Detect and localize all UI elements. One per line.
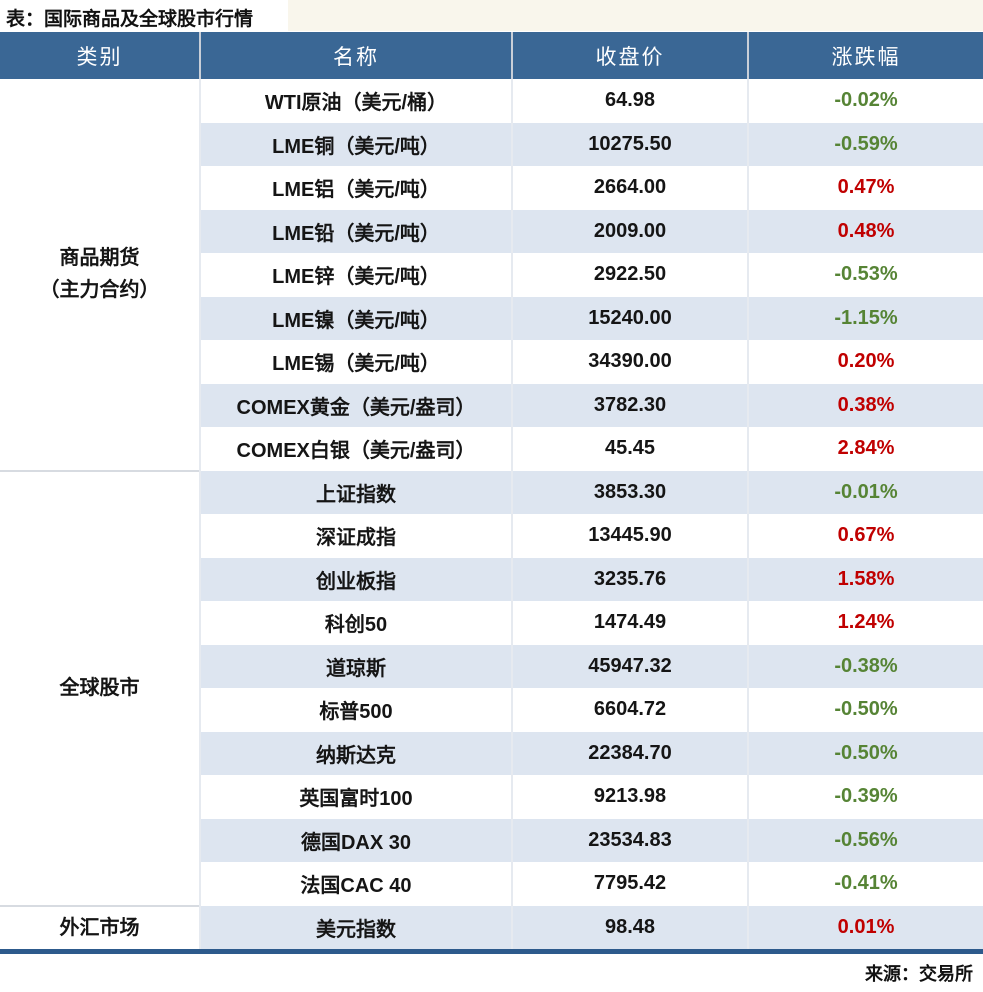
market-table: 类别 名称 收盘价 涨跌幅 商品期货 （主力合约） WTI原油（美元/桶） 64.98… [0, 32, 983, 949]
change-percent-cell: 0.47% [747, 166, 983, 210]
table-body: 商品期货 （主力合约） WTI原油（美元/桶） 64.98 -0.02% LME铜（美元/… [0, 79, 983, 949]
name-cell: LME锡（美元/吨） [199, 340, 512, 384]
change-percent-cell: -0.39% [747, 775, 983, 819]
category-cell: 外汇市场 [0, 904, 200, 949]
change-percent-cell: -0.56% [747, 818, 983, 862]
change-percent-cell: -0.41% [747, 862, 983, 906]
close-price-cell: 3853.30 [511, 470, 748, 514]
close-price-cell: 23534.83 [511, 818, 748, 862]
close-price-cell: 2664.00 [511, 166, 748, 210]
table-header: 类别 名称 收盘价 涨跌幅 [0, 32, 983, 79]
table-row: 纳斯达克 22384.70 -0.50% [0, 731, 983, 775]
name-cell: WTI原油（美元/桶） [199, 79, 512, 123]
close-price-cell: 7795.42 [511, 862, 748, 906]
change-percent-cell: 0.38% [747, 383, 983, 427]
name-cell: LME铅（美元/吨） [199, 209, 512, 253]
name-cell: 英国富时100 [199, 775, 512, 819]
close-price-cell: 45.45 [511, 427, 748, 471]
change-percent-cell: 1.24% [747, 601, 983, 645]
name-cell: 科创50 [199, 601, 512, 645]
category-cell: 商品期货 （主力合约） [0, 79, 200, 471]
change-percent-cell: -0.01% [747, 470, 983, 514]
change-percent-cell: 0.67% [747, 514, 983, 558]
table-bottom-border [0, 949, 983, 954]
table-row: 全球股市 上证指数 3853.30 -0.01% [0, 469, 983, 906]
table-row: COMEX白银（美元/盎司） 45.45 2.84% [0, 427, 983, 471]
top-right-cream-strip [288, 0, 983, 31]
table-row: 法国CAC 40 7795.42 -0.41% [0, 862, 983, 906]
column-header-category: 类别 [0, 32, 200, 79]
name-cell: 美元指数 [199, 905, 512, 949]
change-percent-cell: -1.15% [747, 296, 983, 340]
title-bar: 表：国际商品及全球股市行情 [0, 0, 983, 32]
name-cell: 纳斯达克 [199, 731, 512, 775]
close-price-cell: 2922.50 [511, 253, 748, 297]
category-cell: 全球股市 [0, 469, 200, 906]
table-row: LME镍（美元/吨） 15240.00 -1.15% [0, 296, 983, 340]
close-price-cell: 64.98 [511, 79, 748, 123]
name-cell: 德国DAX 30 [199, 818, 512, 862]
column-header-change: 涨跌幅 [747, 32, 983, 79]
close-price-cell: 15240.00 [511, 296, 748, 340]
table-row: 外汇市场 美元指数 98.48 0.01% [0, 904, 983, 949]
header-row: 类别 名称 收盘价 涨跌幅 [0, 32, 983, 79]
table-row: 德国DAX 30 23534.83 -0.56% [0, 818, 983, 862]
change-percent-cell: 2.84% [747, 427, 983, 471]
table-row: 创业板指 3235.76 1.58% [0, 557, 983, 601]
table-row: LME铅（美元/吨） 2009.00 0.48% [0, 209, 983, 253]
close-price-cell: 45947.32 [511, 644, 748, 688]
table-row: LME锡（美元/吨） 34390.00 0.20% [0, 340, 983, 384]
source-label: 来源：交易所 [865, 964, 973, 984]
change-percent-cell: -0.59% [747, 122, 983, 166]
close-price-cell: 6604.72 [511, 688, 748, 732]
table-row: 英国富时100 9213.98 -0.39% [0, 775, 983, 819]
close-price-cell: 10275.50 [511, 122, 748, 166]
name-cell: COMEX白银（美元/盎司） [199, 427, 512, 471]
close-price-cell: 3782.30 [511, 383, 748, 427]
page-title: 表：国际商品及全球股市行情 [6, 9, 254, 30]
column-header-close: 收盘价 [511, 32, 748, 79]
footer: 来源：交易所 [0, 954, 983, 992]
close-price-cell: 9213.98 [511, 775, 748, 819]
close-price-cell: 13445.90 [511, 514, 748, 558]
table-row: 深证成指 13445.90 0.67% [0, 514, 983, 558]
close-price-cell: 22384.70 [511, 731, 748, 775]
name-cell: LME铜（美元/吨） [199, 122, 512, 166]
change-percent-cell: -0.02% [747, 79, 983, 123]
change-percent-cell: 0.48% [747, 209, 983, 253]
name-cell: LME铝（美元/吨） [199, 166, 512, 210]
change-percent-cell: 0.20% [747, 340, 983, 384]
table-row: LME锌（美元/吨） 2922.50 -0.53% [0, 253, 983, 297]
name-cell: 创业板指 [199, 557, 512, 601]
change-percent-cell: 1.58% [747, 557, 983, 601]
close-price-cell: 2009.00 [511, 209, 748, 253]
name-cell: 上证指数 [199, 470, 512, 514]
name-cell: COMEX黄金（美元/盎司） [199, 383, 512, 427]
table-row: COMEX黄金（美元/盎司） 3782.30 0.38% [0, 383, 983, 427]
change-percent-cell: -0.50% [747, 731, 983, 775]
change-percent-cell: 0.01% [747, 905, 983, 949]
name-cell: 深证成指 [199, 514, 512, 558]
change-percent-cell: -0.50% [747, 688, 983, 732]
name-cell: 标普500 [199, 688, 512, 732]
close-price-cell: 1474.49 [511, 601, 748, 645]
close-price-cell: 34390.00 [511, 340, 748, 384]
close-price-cell: 98.48 [511, 905, 748, 949]
name-cell: 法国CAC 40 [199, 862, 512, 906]
name-cell: LME镍（美元/吨） [199, 296, 512, 340]
table-row: LME铜（美元/吨） 10275.50 -0.59% [0, 122, 983, 166]
table-row: 道琼斯 45947.32 -0.38% [0, 644, 983, 688]
change-percent-cell: -0.53% [747, 253, 983, 297]
change-percent-cell: -0.38% [747, 644, 983, 688]
column-header-name: 名称 [199, 32, 512, 79]
table-row: 科创50 1474.49 1.24% [0, 601, 983, 645]
table-row: LME铝（美元/吨） 2664.00 0.47% [0, 166, 983, 210]
table-row: 标普500 6604.72 -0.50% [0, 688, 983, 732]
table-row: 商品期货 （主力合约） WTI原油（美元/桶） 64.98 -0.02% [0, 79, 983, 471]
name-cell: 道琼斯 [199, 644, 512, 688]
close-price-cell: 3235.76 [511, 557, 748, 601]
name-cell: LME锌（美元/吨） [199, 253, 512, 297]
